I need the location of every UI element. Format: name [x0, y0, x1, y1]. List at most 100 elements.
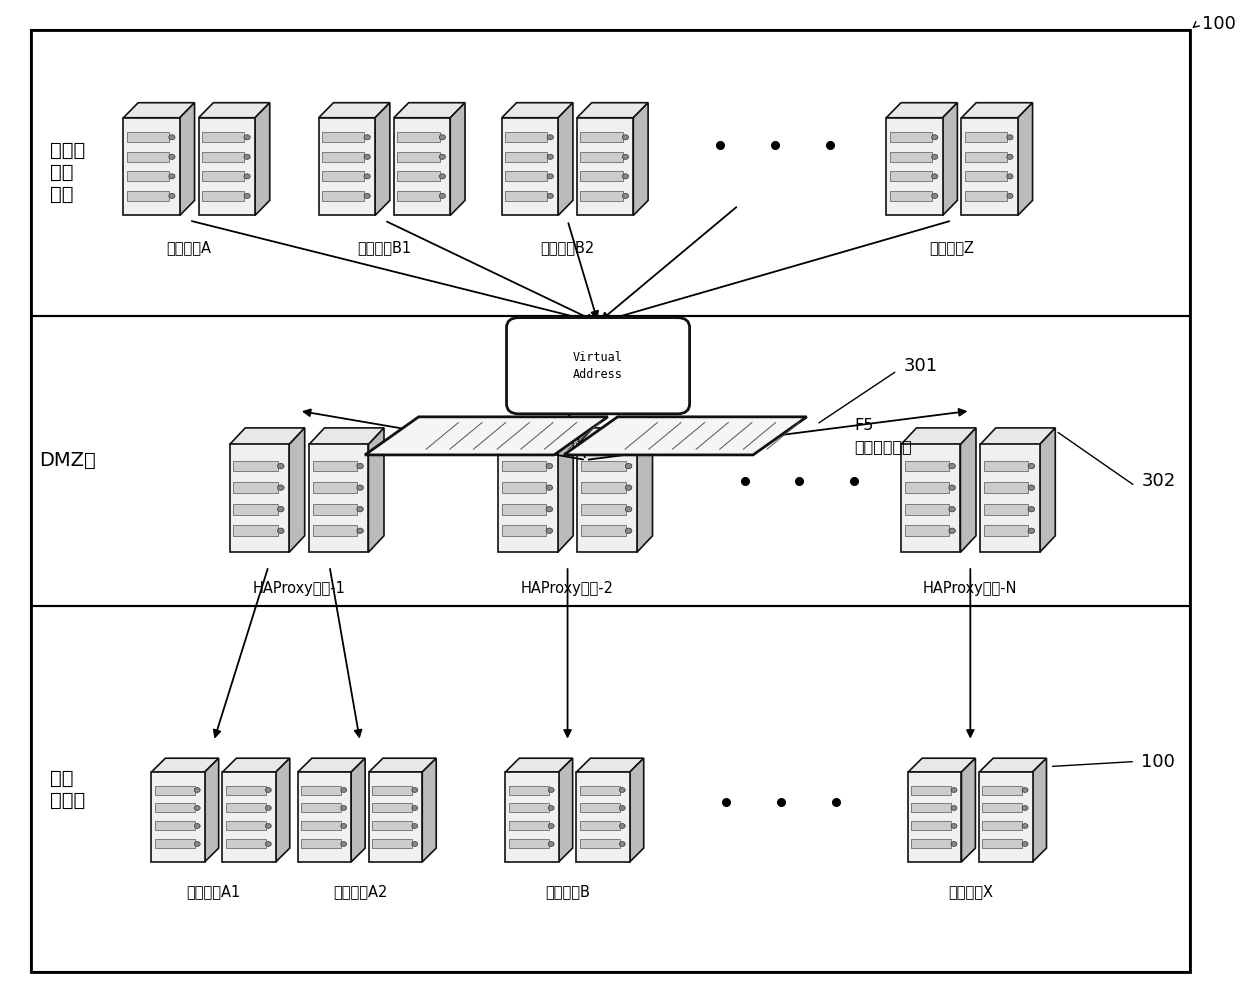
Circle shape — [1007, 173, 1013, 179]
Circle shape — [546, 528, 553, 533]
Circle shape — [548, 842, 554, 847]
Circle shape — [195, 824, 200, 829]
Bar — [579, 822, 620, 831]
Circle shape — [548, 788, 554, 793]
Bar — [498, 445, 558, 552]
Bar — [301, 840, 341, 849]
Polygon shape — [981, 428, 1055, 445]
Polygon shape — [506, 759, 573, 772]
Bar — [578, 445, 637, 552]
Circle shape — [619, 824, 625, 829]
Bar — [965, 191, 1007, 200]
Polygon shape — [1039, 428, 1055, 552]
Circle shape — [365, 193, 371, 198]
Bar — [312, 525, 357, 536]
Bar — [312, 504, 357, 515]
Circle shape — [622, 193, 629, 198]
Polygon shape — [309, 428, 384, 445]
Circle shape — [546, 507, 553, 512]
Circle shape — [951, 788, 957, 793]
Circle shape — [265, 824, 272, 829]
Circle shape — [244, 193, 250, 198]
Bar — [301, 822, 341, 831]
Bar — [582, 525, 626, 536]
Polygon shape — [901, 428, 976, 445]
Circle shape — [619, 788, 625, 793]
Polygon shape — [558, 103, 573, 215]
Polygon shape — [558, 428, 573, 552]
Bar — [222, 772, 275, 862]
Polygon shape — [942, 103, 957, 215]
Circle shape — [365, 154, 371, 159]
Bar — [322, 171, 365, 181]
Bar — [579, 804, 620, 813]
Bar — [502, 525, 547, 536]
Polygon shape — [564, 417, 807, 455]
Bar — [982, 804, 1023, 813]
Polygon shape — [180, 103, 195, 215]
Bar — [394, 118, 450, 215]
Circle shape — [341, 824, 347, 829]
Bar — [226, 804, 265, 813]
Bar — [155, 786, 195, 795]
Circle shape — [625, 528, 632, 533]
Text: 业务系统A2: 业务系统A2 — [332, 884, 387, 899]
Bar — [580, 171, 622, 181]
Bar — [983, 461, 1028, 472]
Polygon shape — [578, 428, 652, 445]
Circle shape — [949, 463, 955, 469]
Text: 第三方
专线
网络: 第三方 专线 网络 — [50, 141, 84, 204]
Bar — [198, 118, 255, 215]
Text: 外联单位Z: 外联单位Z — [930, 240, 975, 256]
Bar — [582, 461, 626, 472]
Circle shape — [547, 154, 553, 159]
Bar — [904, 504, 949, 515]
Bar — [233, 504, 278, 515]
Circle shape — [195, 806, 200, 811]
Bar — [502, 461, 547, 472]
Circle shape — [357, 463, 363, 469]
Bar — [202, 132, 244, 142]
Text: 301: 301 — [903, 357, 937, 375]
Bar — [982, 786, 1023, 795]
Polygon shape — [319, 103, 389, 118]
Bar — [319, 118, 374, 215]
Circle shape — [244, 134, 250, 140]
Circle shape — [169, 193, 175, 198]
Text: HAProxy集群-2: HAProxy集群-2 — [521, 581, 614, 596]
Circle shape — [244, 154, 250, 159]
Circle shape — [931, 173, 937, 179]
Polygon shape — [908, 759, 976, 772]
Bar — [889, 191, 932, 200]
Bar — [579, 786, 620, 795]
Bar — [502, 504, 547, 515]
Circle shape — [949, 507, 955, 512]
Bar — [322, 191, 365, 200]
Circle shape — [1022, 788, 1028, 793]
Polygon shape — [1033, 759, 1047, 862]
Polygon shape — [634, 103, 649, 215]
Circle shape — [341, 788, 347, 793]
Bar — [580, 191, 622, 200]
Circle shape — [439, 134, 445, 140]
Circle shape — [1022, 842, 1028, 847]
Polygon shape — [394, 103, 465, 118]
Polygon shape — [502, 103, 573, 118]
Bar — [508, 786, 548, 795]
Bar — [124, 118, 180, 215]
Bar — [126, 171, 169, 181]
Circle shape — [439, 154, 445, 159]
Circle shape — [548, 806, 554, 811]
Bar — [155, 822, 195, 831]
Circle shape — [278, 485, 284, 490]
Text: 业务系统B: 业务系统B — [546, 884, 590, 899]
Text: 业务系统X: 业务系统X — [947, 884, 993, 899]
Bar — [965, 152, 1007, 161]
Polygon shape — [151, 759, 218, 772]
Bar — [508, 804, 548, 813]
Circle shape — [546, 463, 553, 469]
Circle shape — [357, 528, 363, 533]
Bar — [508, 822, 548, 831]
Bar — [322, 152, 365, 161]
Text: HAProxy集群-N: HAProxy集群-N — [923, 581, 1018, 596]
